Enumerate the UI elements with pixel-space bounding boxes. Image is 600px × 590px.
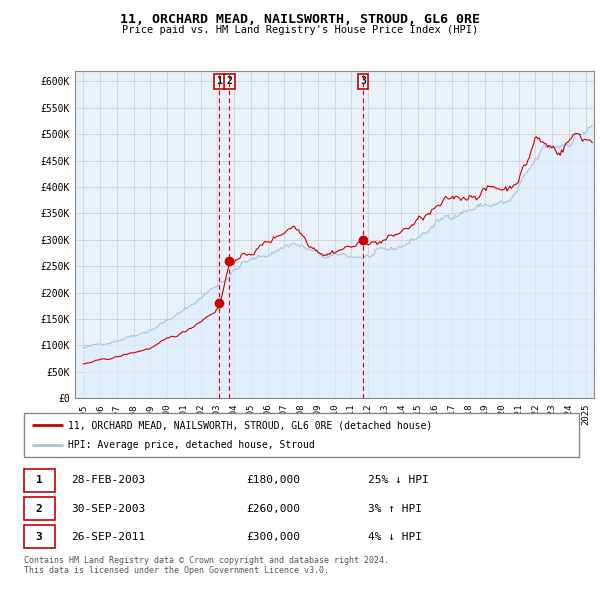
Text: 3: 3 (35, 532, 43, 542)
Bar (24, 469, 55, 492)
Bar (24, 525, 55, 548)
Text: 11, ORCHARD MEAD, NAILSWORTH, STROUD, GL6 0RE (detached house): 11, ORCHARD MEAD, NAILSWORTH, STROUD, GL… (68, 421, 433, 430)
Text: 11, ORCHARD MEAD, NAILSWORTH, STROUD, GL6 0RE: 11, ORCHARD MEAD, NAILSWORTH, STROUD, GL… (120, 13, 480, 26)
Text: 1: 1 (35, 476, 43, 486)
Text: 28-FEB-2003: 28-FEB-2003 (71, 476, 145, 486)
Text: 3% ↑ HPI: 3% ↑ HPI (368, 504, 422, 513)
Text: Price paid vs. HM Land Registry's House Price Index (HPI): Price paid vs. HM Land Registry's House … (122, 25, 478, 35)
Text: 2: 2 (35, 504, 43, 513)
Text: 2: 2 (226, 76, 232, 86)
Text: 26-SEP-2011: 26-SEP-2011 (71, 532, 145, 542)
Text: Contains HM Land Registry data © Crown copyright and database right 2024.
This d: Contains HM Land Registry data © Crown c… (24, 556, 389, 575)
Text: £180,000: £180,000 (246, 476, 300, 486)
Text: HPI: Average price, detached house, Stroud: HPI: Average price, detached house, Stro… (68, 440, 315, 450)
Text: 30-SEP-2003: 30-SEP-2003 (71, 504, 145, 513)
Text: £300,000: £300,000 (246, 532, 300, 542)
Text: 1: 1 (217, 76, 223, 86)
Bar (24, 497, 55, 520)
Text: 25% ↓ HPI: 25% ↓ HPI (368, 476, 429, 486)
Text: £260,000: £260,000 (246, 504, 300, 513)
Text: 4% ↓ HPI: 4% ↓ HPI (368, 532, 422, 542)
Text: 3: 3 (360, 76, 366, 86)
